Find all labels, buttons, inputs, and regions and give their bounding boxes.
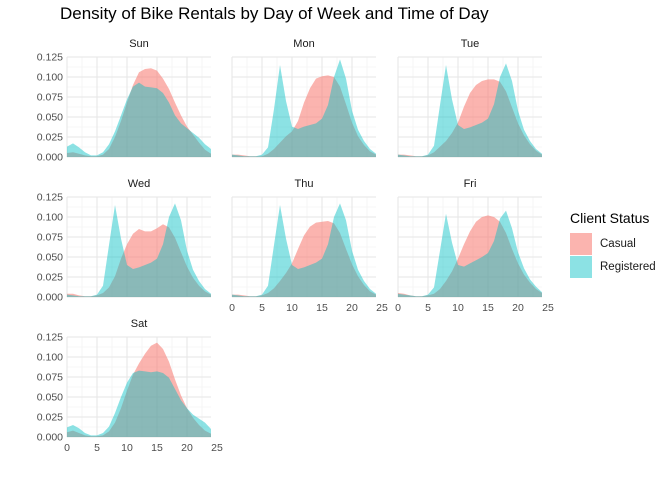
y-tick-label: 0.050 — [37, 252, 63, 264]
x-tick-label: 20 — [181, 442, 193, 454]
y-tick-label: 0.075 — [37, 92, 63, 104]
x-tick-label: 5 — [259, 302, 265, 314]
legend-label-casual: Casual — [600, 237, 636, 250]
x-tick-label: 20 — [346, 302, 358, 314]
y-tick-label: 0.125 — [37, 332, 63, 344]
density-area-casual — [398, 215, 542, 297]
x-tick-label: 0 — [64, 442, 70, 454]
x-tick-label: 15 — [316, 302, 328, 314]
y-tick-label: 0.125 — [37, 192, 63, 204]
panel-fri: Fri 0 5 10 15 20 25 — [395, 178, 554, 314]
y-tick-label: 0.000 — [37, 432, 63, 444]
y-tick-label: 0.000 — [37, 152, 63, 164]
x-tick-label: 5 — [94, 442, 100, 454]
x-tick-label: 10 — [452, 302, 464, 314]
panel-title-wed: Wed — [128, 178, 150, 190]
y-tick-label: 0.100 — [37, 352, 63, 364]
panel-thu: Thu 0 5 10 15 20 25 — [229, 178, 388, 314]
x-tick-label: 15 — [151, 442, 163, 454]
x-tick-label: 20 — [512, 302, 524, 314]
legend-key-registered — [570, 255, 592, 278]
density-area-casual — [398, 79, 542, 157]
y-tick-label: 0.025 — [37, 132, 63, 144]
y-tick-label: 0.125 — [37, 52, 63, 64]
density-area-registered — [398, 210, 542, 297]
y-tick-label: 0.000 — [37, 292, 63, 304]
legend-item-casual: Casual — [570, 232, 656, 255]
density-area-registered — [67, 203, 211, 297]
density-area-casual — [67, 68, 211, 157]
x-tick-label: 25 — [376, 302, 388, 314]
legend: Client Status Casual Registered — [570, 210, 656, 278]
y-tick-label: 0.075 — [37, 372, 63, 384]
panel-title-sun: Sun — [129, 38, 149, 50]
panel-title-thu: Thu — [295, 178, 314, 190]
y-tick-label: 0.100 — [37, 212, 63, 224]
chart-title: Density of Bike Rentals by Day of Week a… — [60, 4, 489, 23]
y-tick-label: 0.050 — [37, 112, 63, 124]
panel-tue: Tue — [397, 38, 542, 158]
x-tick-label: 0 — [229, 302, 235, 314]
panel-title-tue: Tue — [461, 38, 480, 50]
y-tick-label: 0.100 — [37, 72, 63, 84]
panel-title-fri: Fri — [464, 178, 477, 190]
density-area-casual — [67, 224, 211, 297]
panel-sun: Sun 0.000 0.025 0.050 0.075 0.100 0.125 — [37, 38, 211, 164]
x-tick-label: 0 — [395, 302, 401, 314]
x-tick-label: 25 — [542, 302, 554, 314]
panel-mon: Mon — [231, 38, 376, 158]
density-area-registered — [398, 63, 542, 157]
x-tick-label: 5 — [425, 302, 431, 314]
density-area-registered — [67, 370, 211, 437]
legend-key-casual — [570, 232, 592, 255]
y-tick-label: 0.050 — [37, 392, 63, 404]
density-area-casual — [67, 342, 211, 437]
x-tick-label: 10 — [286, 302, 298, 314]
panel-sat: Sat 0.000 0.025 0.050 0.075 0.100 0.125 0 5 10 15 2… — [37, 318, 223, 454]
panel-title-mon: Mon — [293, 38, 314, 50]
legend-item-registered: Registered — [570, 255, 656, 278]
legend-title: Client Status — [570, 210, 650, 226]
y-tick-label: 0.075 — [37, 232, 63, 244]
panel-wed: Wed 0.000 0.025 0.050 0.075 0.100 0.125 — [37, 178, 211, 304]
panel-title-sat: Sat — [131, 318, 148, 330]
x-tick-label: 10 — [121, 442, 133, 454]
density-area-registered — [67, 82, 211, 157]
y-tick-label: 0.025 — [37, 412, 63, 424]
density-area-casual — [232, 221, 376, 297]
x-tick-label: 15 — [482, 302, 494, 314]
legend-label-registered: Registered — [600, 260, 656, 273]
x-tick-label: 25 — [211, 442, 223, 454]
density-area-casual — [232, 75, 376, 157]
y-tick-label: 0.025 — [37, 272, 63, 284]
density-area-registered — [232, 59, 376, 157]
density-area-registered — [232, 203, 376, 297]
